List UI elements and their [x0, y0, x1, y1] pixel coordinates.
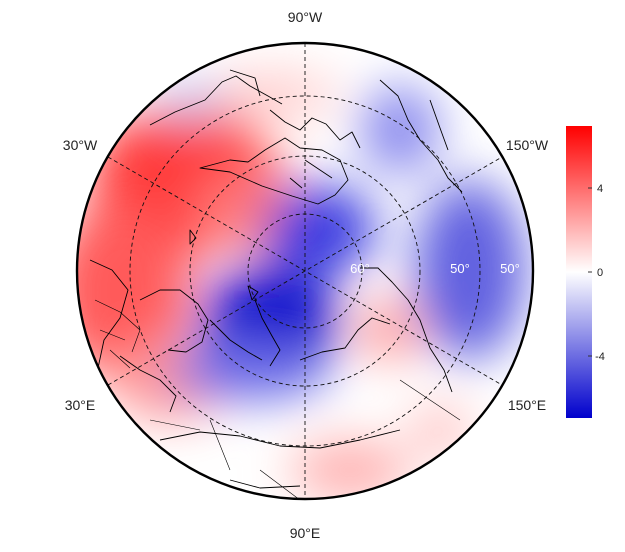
colorbar-tick-4: 4: [597, 183, 603, 195]
colorbar-tick-0: 0: [597, 267, 603, 279]
graticule: [107, 43, 503, 499]
colorbar-tick-neg4: -4: [595, 351, 605, 363]
lon-label-bottom: 90°E: [290, 525, 321, 541]
colorbar: 4 0 -4: [566, 126, 605, 418]
borders: [94, 299, 461, 499]
lon-label-lower-left: 30°E: [65, 397, 96, 413]
map-boundary: [75, 41, 535, 501]
lon-label-top: 90°W: [288, 9, 323, 25]
lat-label-50-a: 50°: [450, 261, 470, 276]
lat-label-60: 60°: [350, 261, 370, 276]
lon-label-upper-right: 150°W: [506, 137, 549, 153]
coastlines: [89, 69, 463, 489]
lon-label-lower-right: 150°E: [508, 397, 546, 413]
lon-label-upper-left: 30°W: [63, 137, 98, 153]
lat-label-50-b: 50°: [500, 261, 520, 276]
colorbar-gradient: [566, 126, 592, 418]
